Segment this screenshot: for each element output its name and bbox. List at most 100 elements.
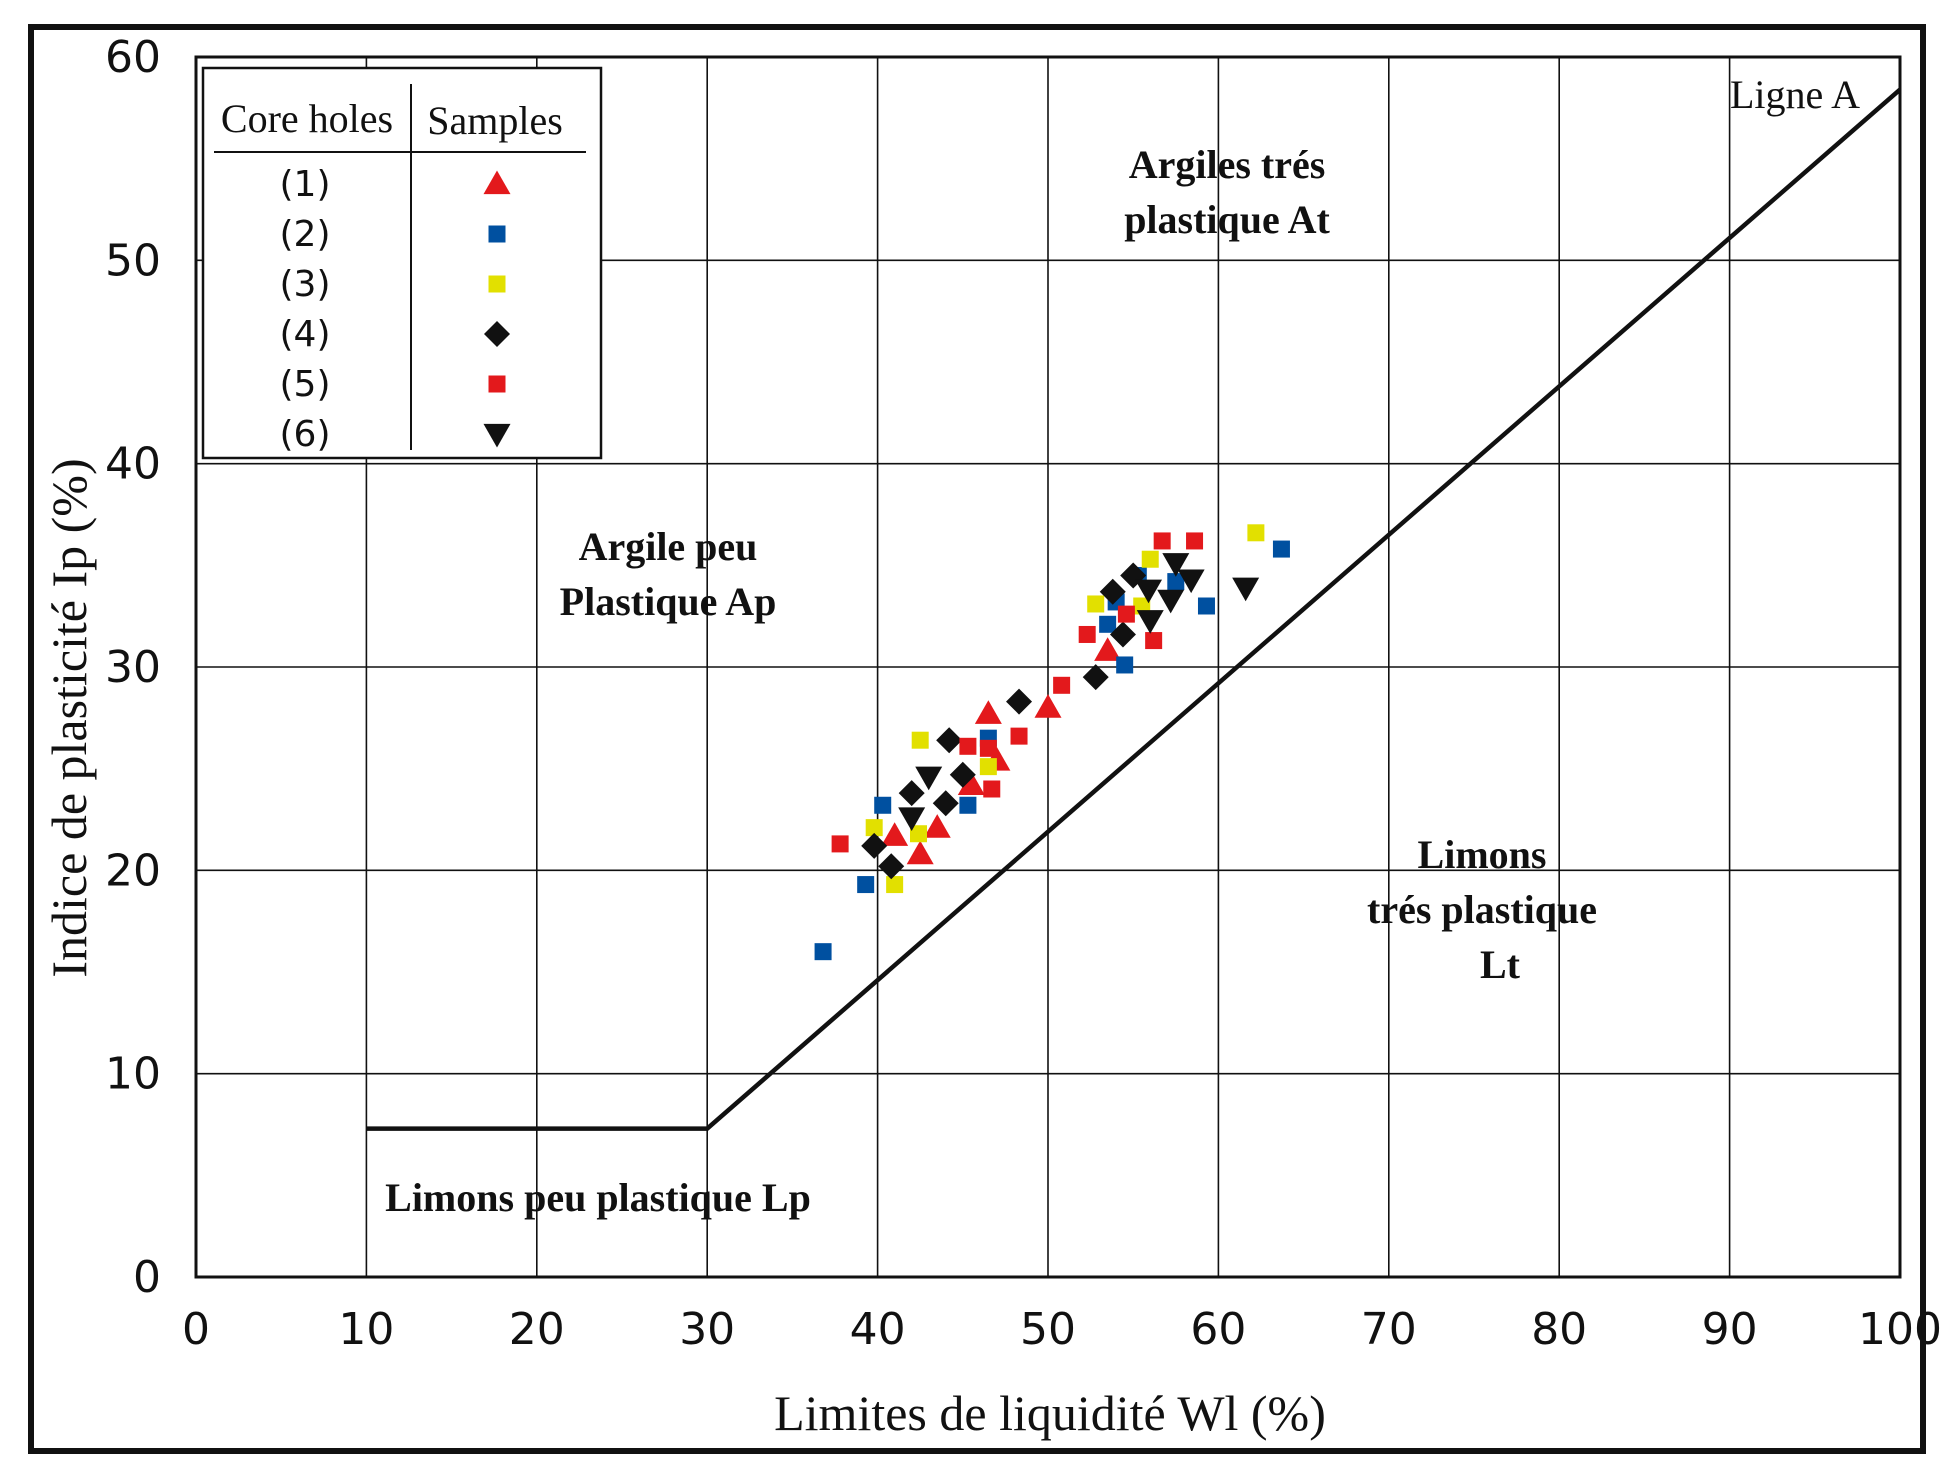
data-point (1232, 577, 1260, 602)
legend-label: (4) (280, 314, 331, 355)
plot-area-border (194, 55, 1902, 1279)
data-points (814, 524, 1290, 961)
data-point (898, 807, 926, 831)
data-point (1109, 621, 1136, 648)
data-point (983, 780, 1001, 798)
y-tick-label: 0 (133, 1252, 161, 1303)
x-tick-label: 60 (1190, 1304, 1246, 1355)
x-tick-label: 90 (1702, 1304, 1758, 1355)
data-point (886, 876, 904, 894)
data-point (974, 700, 1002, 724)
legend-label: (3) (280, 264, 331, 305)
y-tick-label: 60 (105, 32, 161, 83)
legend-header-samples: Samples (427, 98, 563, 143)
series-5 (831, 532, 1204, 853)
region-lp: Limons peu plastique Lp (385, 1175, 811, 1220)
x-tick-label: 0 (182, 1304, 210, 1355)
ligne-a-polyline (366, 87, 1902, 1131)
legend-marker (483, 170, 511, 195)
legend-label: (1) (280, 164, 331, 205)
data-point (1197, 597, 1215, 615)
data-point (1117, 605, 1135, 623)
data-point (932, 790, 959, 817)
data-point (1136, 610, 1164, 634)
data-point (1162, 553, 1190, 577)
data-point (1078, 625, 1096, 643)
x-tick-label: 100 (1858, 1304, 1942, 1355)
legend-marker (484, 321, 510, 347)
data-point (865, 819, 883, 837)
data-point (831, 835, 849, 853)
y-tick-label: 40 (105, 439, 161, 490)
x-tick-label: 70 (1361, 1304, 1417, 1355)
data-point (1157, 589, 1185, 614)
legend: Core holes Samples (1) (2) (3) (4) (5) (6) (201, 66, 603, 460)
y-tick-label: 30 (105, 642, 161, 693)
data-point (979, 739, 997, 757)
data-point (1135, 579, 1163, 604)
legend-label: (2) (280, 214, 331, 255)
y-tick-label: 20 (105, 845, 161, 896)
data-point (1006, 688, 1033, 715)
data-point (1272, 540, 1290, 558)
data-point (949, 761, 976, 788)
data-point (959, 737, 977, 755)
legend-label: (6) (280, 414, 331, 455)
series-3 (865, 524, 1265, 894)
region-ap-line2: Plastique Ap (560, 579, 777, 624)
x-tick-label: 20 (509, 1304, 565, 1355)
legend-box (201, 66, 603, 460)
data-point (1087, 595, 1105, 613)
data-point (881, 822, 909, 846)
region-lt-line1: Limons (1418, 832, 1547, 877)
ligne-a-label: Ligne A (1730, 72, 1860, 117)
legend-label: (5) (280, 364, 331, 405)
region-lt-line3: Lt (1480, 942, 1521, 987)
legend-marker (488, 225, 506, 243)
x-tick-label: 10 (338, 1304, 394, 1355)
x-axis-title: Limites de liquidité Wl (%) (774, 1385, 1326, 1441)
legend-marker (488, 275, 506, 293)
data-point (1094, 637, 1122, 661)
data-point (857, 876, 875, 894)
legend-rows: (1) (2) (3) (4) (5) (6) (280, 164, 511, 455)
data-point (1167, 573, 1185, 591)
data-point (936, 727, 963, 754)
x-tick-label: 50 (1020, 1304, 1076, 1355)
x-tick-label: 30 (679, 1304, 735, 1355)
data-point (1099, 578, 1126, 605)
data-point (1082, 664, 1109, 691)
data-point (898, 780, 925, 807)
region-at-line1: Argiles trés (1129, 142, 1326, 187)
data-point (861, 832, 888, 859)
data-point (959, 796, 977, 814)
region-lt-line2: trés plastique (1367, 887, 1597, 932)
data-point (1034, 694, 1062, 718)
legend-header-core-holes: Core holes (221, 96, 393, 141)
data-point (979, 758, 997, 776)
y-tick-labels: 0 10 20 30 40 50 60 (105, 32, 161, 1303)
data-point (1145, 632, 1163, 650)
data-point (923, 814, 951, 838)
data-point (1186, 532, 1204, 550)
data-point (878, 853, 905, 880)
y-tick-label: 10 (105, 1049, 161, 1100)
data-point (814, 943, 832, 961)
data-point (1141, 550, 1159, 568)
data-point (957, 771, 985, 796)
data-point (874, 796, 892, 814)
y-axis-title: Indice de plasticité Ip (%) (41, 458, 97, 977)
legend-marker (483, 423, 511, 448)
data-point (1116, 656, 1134, 674)
data-point (1177, 569, 1205, 594)
series-1 (881, 637, 1122, 865)
data-point (1099, 615, 1117, 633)
x-tick-label: 80 (1531, 1304, 1587, 1355)
data-point (906, 840, 934, 865)
data-point (1053, 676, 1071, 694)
x-tick-label: 40 (850, 1304, 906, 1355)
data-point (1153, 532, 1171, 550)
series-6 (898, 553, 1260, 831)
region-at-line2: plastique At (1124, 197, 1330, 242)
